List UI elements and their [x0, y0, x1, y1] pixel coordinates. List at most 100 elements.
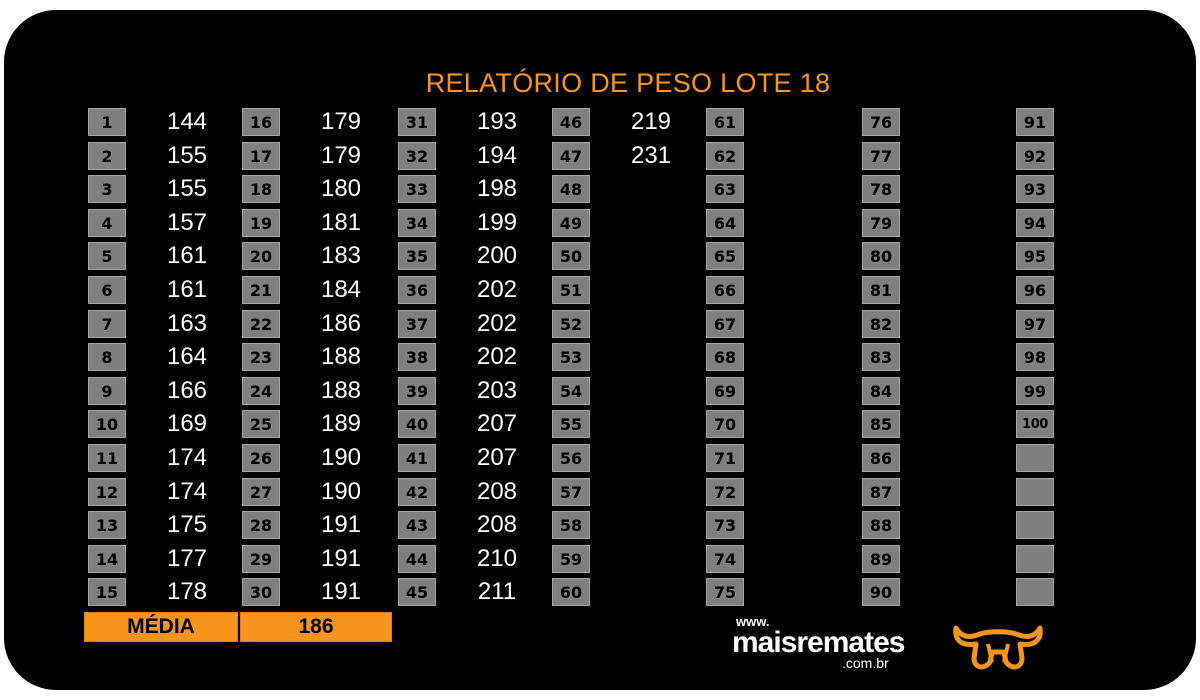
lot-number-badge: 65 — [706, 242, 744, 270]
lot-number-badge: 47 — [552, 142, 590, 170]
weight-value: 194 — [476, 142, 518, 169]
lot-number-badge: 66 — [706, 276, 744, 304]
weight-value: 199 — [476, 209, 518, 236]
lot-number-badge: 91 — [1016, 108, 1054, 136]
lot-number-badge: 93 — [1016, 175, 1054, 203]
weight-value: 177 — [166, 545, 208, 572]
lot-number-badge: 13 — [88, 511, 126, 539]
lot-number-badge: 19 — [242, 209, 280, 237]
lot-number-badge: 17 — [242, 142, 280, 170]
lot-number-badge: 62 — [706, 142, 744, 170]
lot-number-badge: 42 — [398, 478, 436, 506]
lot-number-badge: 3 — [88, 175, 126, 203]
lot-number-badge: 4 — [88, 209, 126, 237]
lot-number-badge: 46 — [552, 108, 590, 136]
weight-value: 184 — [320, 276, 362, 303]
weight-value: 174 — [166, 444, 208, 471]
lot-number-badge: 36 — [398, 276, 436, 304]
logo-name: maisremates — [732, 626, 905, 659]
lot-number-badge: 88 — [862, 511, 900, 539]
lot-number-badge: 28 — [242, 511, 280, 539]
weight-value: 174 — [166, 478, 208, 505]
lot-number-badge: 49 — [552, 209, 590, 237]
weight-value: 144 — [166, 108, 208, 135]
lot-number-badge: 26 — [242, 444, 280, 472]
lot-number-badge: 44 — [398, 545, 436, 573]
lot-number-badge: 48 — [552, 175, 590, 203]
lot-number-badge: 20 — [242, 242, 280, 270]
lot-number-badge: 75 — [706, 578, 744, 606]
lot-number-badge: 99 — [1016, 377, 1054, 405]
weight-value: 202 — [476, 276, 518, 303]
weight-value: 155 — [166, 175, 208, 202]
weight-value: 181 — [320, 209, 362, 236]
lot-number-badge: 98 — [1016, 343, 1054, 371]
lot-number-badge: 41 — [398, 444, 436, 472]
lot-number-badge: 38 — [398, 343, 436, 371]
lot-number-badge: 35 — [398, 242, 436, 270]
lot-number-badge: 59 — [552, 545, 590, 573]
weight-value: 191 — [320, 511, 362, 538]
weight-value: 188 — [320, 343, 362, 370]
weight-value: 231 — [630, 142, 672, 169]
average-value: 186 — [240, 612, 392, 642]
weight-value: 161 — [166, 276, 208, 303]
lot-number-badge: 52 — [552, 310, 590, 338]
lot-number-badge: 34 — [398, 209, 436, 237]
report-card — [4, 10, 1196, 690]
lot-number-badge: 40 — [398, 410, 436, 438]
empty-lot-badge — [1016, 545, 1054, 573]
weight-value: 164 — [166, 343, 208, 370]
weight-value: 211 — [477, 578, 517, 605]
lot-number-badge: 78 — [862, 175, 900, 203]
weight-value: 179 — [320, 142, 362, 169]
lot-number-badge: 97 — [1016, 310, 1054, 338]
weight-value: 210 — [476, 545, 518, 572]
weight-value: 190 — [320, 478, 362, 505]
lot-number-badge: 77 — [862, 142, 900, 170]
lot-number-badge: 68 — [706, 343, 744, 371]
lot-number-badge: 96 — [1016, 276, 1054, 304]
logo-www: www. — [736, 614, 770, 629]
weight-value: 191 — [320, 545, 362, 572]
lot-number-badge: 18 — [242, 175, 280, 203]
lot-number-badge: 56 — [552, 444, 590, 472]
lot-number-badge: 90 — [862, 578, 900, 606]
lot-number-badge: 11 — [88, 444, 126, 472]
weight-value: 198 — [476, 175, 518, 202]
lot-number-badge: 53 — [552, 343, 590, 371]
empty-lot-badge — [1016, 578, 1054, 606]
lot-number-badge: 58 — [552, 511, 590, 539]
lot-number-badge: 1 — [88, 108, 126, 136]
lot-number-badge: 10 — [88, 410, 126, 438]
lot-number-badge: 73 — [706, 511, 744, 539]
lot-number-badge: 51 — [552, 276, 590, 304]
lot-number-badge: 37 — [398, 310, 436, 338]
weight-value: 180 — [320, 175, 362, 202]
weight-value: 178 — [166, 578, 208, 605]
lot-number-badge: 29 — [242, 545, 280, 573]
lot-number-badge: 23 — [242, 343, 280, 371]
weight-value: 186 — [320, 310, 362, 337]
weight-value: 166 — [166, 377, 208, 404]
lot-number-badge: 6 — [88, 276, 126, 304]
lot-number-badge: 76 — [862, 108, 900, 136]
weight-value: 207 — [476, 444, 518, 471]
lot-number-badge: 39 — [398, 377, 436, 405]
lot-number-badge: 80 — [862, 242, 900, 270]
lot-number-badge: 30 — [242, 578, 280, 606]
lot-number-badge: 81 — [862, 276, 900, 304]
weight-value: 208 — [476, 478, 518, 505]
lot-number-badge: 33 — [398, 175, 436, 203]
weight-value: 200 — [476, 242, 518, 269]
empty-lot-badge — [1016, 478, 1054, 506]
lot-number-badge: 69 — [706, 377, 744, 405]
weight-value: 163 — [166, 310, 208, 337]
bull-logo-icon — [953, 625, 1043, 670]
lot-number-badge: 16 — [242, 108, 280, 136]
lot-number-badge: 2 — [88, 142, 126, 170]
weight-value: 155 — [166, 142, 208, 169]
lot-number-badge: 32 — [398, 142, 436, 170]
lot-number-badge: 22 — [242, 310, 280, 338]
lot-number-badge: 82 — [862, 310, 900, 338]
